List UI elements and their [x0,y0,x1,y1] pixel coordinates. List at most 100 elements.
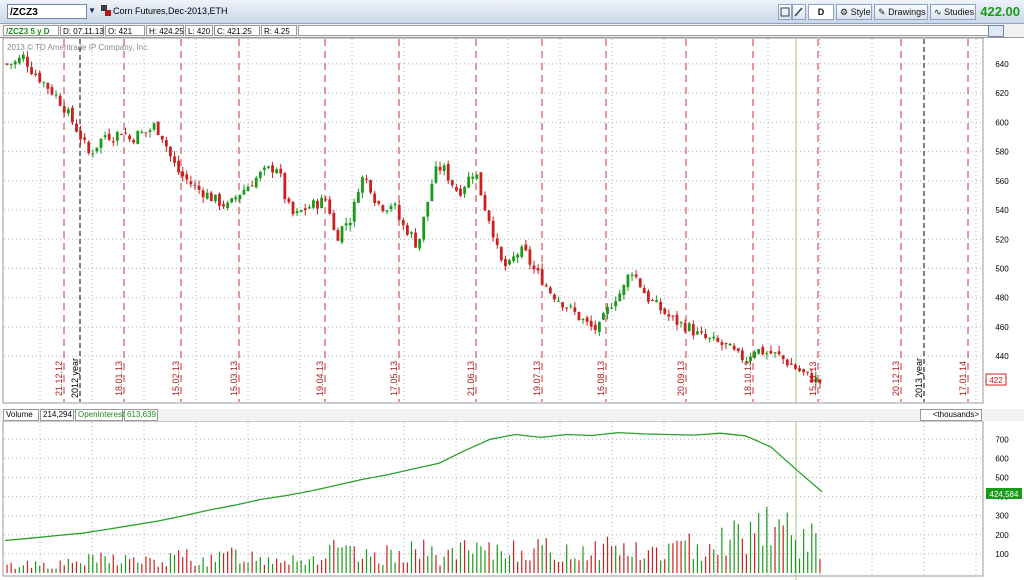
candle-body [618,293,622,302]
candle-body [307,207,311,209]
candle-body [794,364,797,369]
date-label: 17.05.13 [389,361,399,396]
units-label: <thousands> [920,409,982,421]
candle-body [30,67,33,74]
candle-body [463,187,466,194]
volume-plot-frame [2,421,984,577]
price-marker: 422 [985,373,1007,386]
candle-body [377,201,381,204]
candle-body [789,363,793,365]
candle-body [328,199,332,214]
candle-body [479,172,483,196]
candle-body [569,305,573,307]
pencil-icon: ✎ [878,7,886,17]
volume-tick-label: 300 [995,512,1009,521]
candle-body [164,140,168,147]
candle-body [683,322,687,332]
candle-body [704,333,707,339]
candle-body [316,200,319,209]
candle-body [720,342,724,345]
style-button[interactable]: ⚙ Style [836,4,872,20]
candle-body [798,368,801,372]
candle-body [630,274,634,276]
candle-body [169,146,172,157]
candle-body [299,210,303,212]
candle-body [181,171,185,177]
candle-body [234,197,238,200]
price-chart[interactable]: 2013 © TD Ameritrade IP Company, Inc. 44… [0,38,1024,404]
candle-body [381,205,385,211]
layout-icon[interactable] [778,4,792,20]
candle-body [152,123,156,130]
candle-body [401,220,405,226]
price-tick-label: 620 [995,89,1009,98]
candle-body [140,131,144,133]
candle-body [544,285,548,287]
tools-icon[interactable] [792,4,806,20]
candle-body [761,347,765,355]
candle-body [732,345,736,350]
candle-body [589,320,593,327]
candle-body [655,300,658,303]
candle-body [450,180,454,186]
candle-body [802,369,806,373]
price-tick-label: 500 [995,264,1009,273]
candle-body [667,314,671,317]
date-label: 19.07.13 [532,361,542,396]
date-label: 21.06.13 [466,361,476,396]
price-tick-label: 440 [995,352,1009,361]
chart-settings-icon[interactable] [988,25,1004,37]
candle-body [753,352,756,358]
symbol-link-icon[interactable] [101,5,111,16]
info-range: R: 4.25 [261,25,297,36]
studies-label: Studies [944,7,975,17]
candle-body [614,301,618,307]
volume-header: Volume 214,294 OpenInterest 613,639 <tho… [0,409,1024,421]
candle-body [773,352,777,354]
volume-value: 214,294 [40,409,74,421]
candle-body [475,174,479,179]
candle-body [95,147,99,152]
drawings-button[interactable]: ✎ Drawings [874,4,928,20]
volume-tick-label: 600 [995,454,1009,463]
aggregation-button[interactable]: D [808,4,834,20]
candle-body [356,192,360,203]
candle-body [75,123,78,132]
candle-body [577,311,581,321]
candle-body [38,72,42,83]
candle-body [499,247,503,261]
studies-icon: ∿ [934,7,942,17]
candle-body [675,314,679,325]
candle-body [724,342,728,345]
volume-tick-label: 500 [995,473,1009,482]
candle-body [91,153,95,155]
last-price: 422.00 [980,4,1020,19]
symbol-input[interactable]: /ZCZ3 [7,4,87,19]
oi-marker: 424,584 [986,488,1022,499]
symbol-dropdown-icon[interactable]: ▼ [88,6,96,15]
candle-body [42,82,46,84]
candle-body [103,135,107,138]
candle-body [201,190,205,198]
open-interest-line [4,431,823,542]
candle-body [410,232,413,234]
candle-body [671,315,675,317]
volume-chart[interactable]: 100200300400500600700 424,584 [0,421,1024,580]
candle-body [238,194,242,200]
candle-body [659,301,663,311]
price-tick-label: 460 [995,323,1009,332]
studies-button[interactable]: ∿ Studies [930,4,976,20]
candle-body [818,379,822,384]
candle-body [516,254,520,258]
candle-body [34,73,38,75]
candle-body [540,269,544,285]
candle-body [365,178,368,180]
chart-id[interactable]: /ZCZ3 5 y D [3,25,59,36]
candle-body [128,135,131,140]
candle-body [553,294,556,300]
date-label: 16.08.13 [596,361,606,396]
candle-body [385,210,389,212]
candle-body [83,137,87,140]
candle-body [50,87,54,95]
candle-body [696,331,699,335]
